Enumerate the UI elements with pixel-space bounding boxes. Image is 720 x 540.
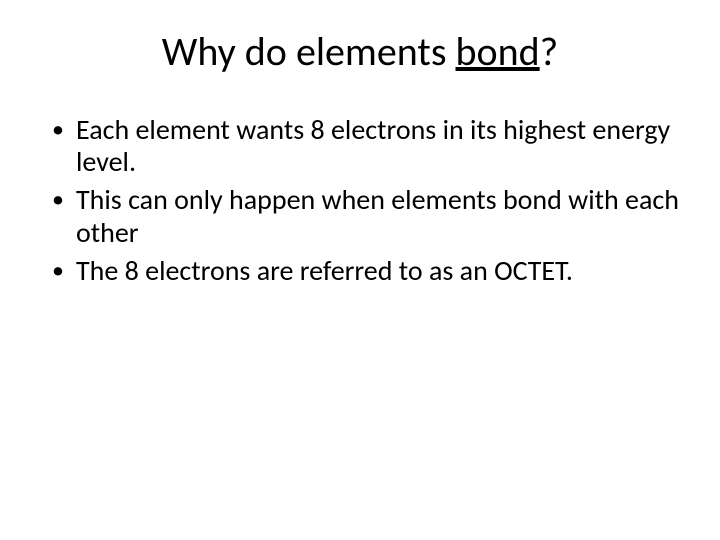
slide-title: Why do elements bond? bbox=[40, 30, 680, 74]
list-item: This can only happen when elements bond … bbox=[48, 184, 680, 248]
list-item: Each element wants 8 electrons in its hi… bbox=[48, 114, 680, 178]
bullet-text: Each element wants 8 electrons in its hi… bbox=[76, 112, 670, 179]
bullet-text: The 8 electrons are referred to as an OC… bbox=[76, 253, 573, 288]
slide: Why do elements bond? Each element wants… bbox=[0, 0, 720, 540]
list-item: The 8 electrons are referred to as an OC… bbox=[48, 255, 680, 287]
title-prefix: Why do elements bbox=[162, 27, 456, 76]
bullet-text: This can only happen when elements bond … bbox=[76, 182, 679, 249]
bullet-list: Each element wants 8 electrons in its hi… bbox=[40, 114, 680, 287]
title-underlined: bond bbox=[456, 27, 540, 76]
title-suffix: ? bbox=[540, 27, 559, 76]
